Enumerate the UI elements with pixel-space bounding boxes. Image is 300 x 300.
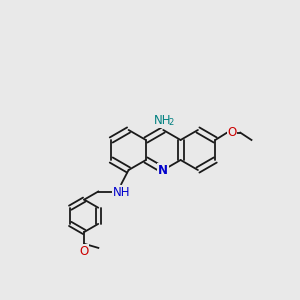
Text: O: O: [80, 245, 89, 258]
Text: NH: NH: [154, 114, 171, 127]
Text: 2: 2: [168, 118, 173, 127]
Text: O: O: [228, 125, 237, 139]
Text: NH: NH: [113, 186, 130, 199]
Text: N: N: [158, 164, 168, 176]
